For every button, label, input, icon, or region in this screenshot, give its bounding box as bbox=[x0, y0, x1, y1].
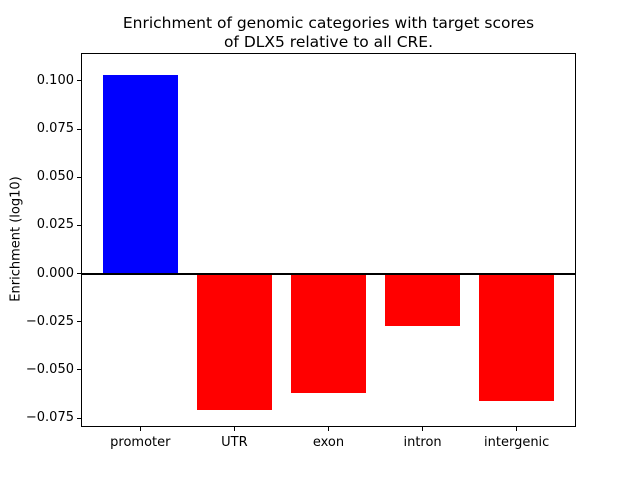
chart-title-line-1: Enrichment of genomic categories with ta… bbox=[122, 14, 535, 32]
bar-intron bbox=[384, 273, 461, 326]
chart-title-line-2: of DLX5 relative to all CRE. bbox=[223, 33, 434, 51]
y-tick-mark bbox=[77, 224, 81, 226]
y-tick-label: 0.075 bbox=[36, 121, 74, 137]
y-tick-mark bbox=[77, 273, 81, 275]
bar-promoter bbox=[102, 75, 178, 274]
x-tick-mark bbox=[422, 427, 424, 431]
y-tick-mark bbox=[77, 128, 81, 130]
y-tick-label: 0.025 bbox=[36, 217, 74, 233]
y-tick-mark bbox=[77, 321, 81, 323]
zero-line bbox=[82, 272, 575, 275]
x-tick-label-intron: intron bbox=[403, 435, 442, 450]
y-tick-label: 0.050 bbox=[36, 169, 74, 185]
chart-title: Enrichment of genomic categories with ta… bbox=[82, 14, 575, 52]
x-tick-label-intergenic: intergenic bbox=[484, 435, 550, 450]
plot-area: 0.100 0.075 0.050 0.025 0.000 −0.025 −0.050 −0.… bbox=[26, 53, 576, 450]
bar-intergenic bbox=[479, 273, 555, 401]
y-axis-label: Enrichment (log10) bbox=[8, 176, 24, 302]
y-tick-mark bbox=[77, 417, 81, 419]
x-tick-mark bbox=[328, 427, 329, 431]
x-tick-mark bbox=[233, 427, 235, 431]
y-tick-label: −0.075 bbox=[25, 410, 74, 426]
x-tick-label-UTR: UTR bbox=[221, 435, 248, 450]
y-tick-mark bbox=[77, 80, 81, 82]
y-tick-label: −0.050 bbox=[25, 361, 74, 377]
y-tick-label: 0.100 bbox=[36, 72, 74, 88]
y-tick-label: 0.000 bbox=[36, 265, 74, 281]
y-tick-label: −0.025 bbox=[25, 313, 74, 329]
bar-exon bbox=[290, 273, 367, 394]
y-tick-mark bbox=[77, 369, 81, 371]
x-tick-mark bbox=[516, 427, 518, 431]
x-tick-label-exon: exon bbox=[312, 435, 345, 450]
bar-UTR bbox=[196, 273, 273, 411]
y-tick-mark bbox=[77, 176, 81, 178]
x-tick-mark bbox=[139, 427, 141, 431]
x-tick-label-promoter: promoter bbox=[110, 435, 171, 450]
